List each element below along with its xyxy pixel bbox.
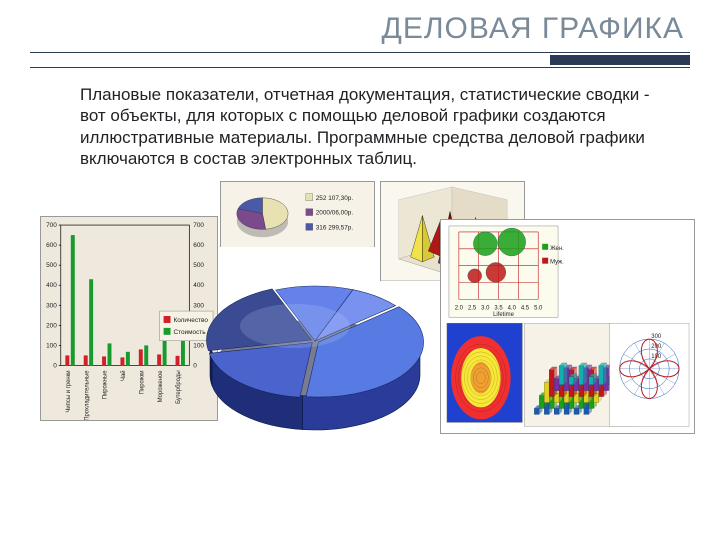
svg-text:252 107,30р.: 252 107,30р.	[316, 195, 354, 202]
svg-text:Жен.: Жен.	[550, 246, 564, 252]
svg-text:Lifetime: Lifetime	[493, 312, 514, 318]
svg-text:200: 200	[46, 322, 57, 329]
multi-panel-svg: 2.0 2.5 3.0 3.5 4.0 4.5 5.0 Lifetime Жен. Муж. 10…	[441, 220, 694, 433]
rule-thick	[550, 55, 690, 65]
svg-text:Бутерброды: Бутерброды	[176, 370, 182, 404]
svg-text:300: 300	[46, 302, 57, 309]
svg-text:500: 500	[46, 262, 57, 269]
svg-text:200: 200	[651, 344, 662, 350]
svg-text:400: 400	[46, 282, 57, 289]
body-paragraph: Плановые показатели, отчетная документац…	[80, 84, 670, 169]
svg-text:Муж.: Муж.	[550, 260, 564, 266]
svg-text:Мороженое: Мороженое	[158, 370, 164, 403]
svg-text:Чай: Чай	[120, 370, 127, 381]
svg-text:3.5: 3.5	[494, 305, 503, 311]
pie-small-pane: 252 107,30р. 2000/06,00р. 316 299,57р.	[220, 181, 375, 247]
svg-text:2000/06,00р.: 2000/06,00р.	[316, 210, 354, 217]
page-title: ДЕЛОВАЯ ГРАФИКА	[30, 12, 690, 46]
svg-text:700: 700	[193, 222, 204, 229]
svg-text:600: 600	[46, 242, 57, 249]
svg-text:4.0: 4.0	[508, 305, 517, 311]
svg-text:300: 300	[651, 334, 662, 340]
svg-text:316 299,57р.: 316 299,57р.	[316, 224, 354, 231]
svg-text:0: 0	[53, 362, 57, 369]
rule-thin-1	[30, 52, 690, 53]
svg-text:Пирожные: Пирожные	[103, 370, 109, 400]
svg-text:Пирожки: Пирожки	[139, 370, 145, 394]
svg-text:2.0: 2.0	[455, 305, 464, 311]
svg-text:Прохладительные: Прохладительные	[84, 370, 90, 420]
svg-text:4.5: 4.5	[521, 305, 530, 311]
chart-collage: 0010010020020030030040040050050060060070…	[40, 181, 690, 461]
pie3d-chart	[185, 246, 445, 441]
svg-text:Чипсы и гренки: Чипсы и гренки	[66, 370, 72, 412]
svg-text:2.5: 2.5	[468, 305, 477, 311]
svg-text:700: 700	[46, 222, 57, 229]
slide: ДЕЛОВАЯ ГРАФИКА Плановые показатели, отч…	[0, 0, 720, 540]
svg-text:3.0: 3.0	[481, 305, 490, 311]
rule-thin-2	[30, 67, 690, 68]
svg-text:100: 100	[46, 342, 57, 349]
pie-small-svg: 252 107,30р. 2000/06,00р. 316 299,57р.	[221, 182, 374, 247]
multi-panel-pane: 2.0 2.5 3.0 3.5 4.0 4.5 5.0 Lifetime Жен. Муж. 10…	[440, 219, 695, 434]
svg-text:5.0: 5.0	[534, 305, 543, 311]
svg-text:100: 100	[651, 354, 662, 360]
